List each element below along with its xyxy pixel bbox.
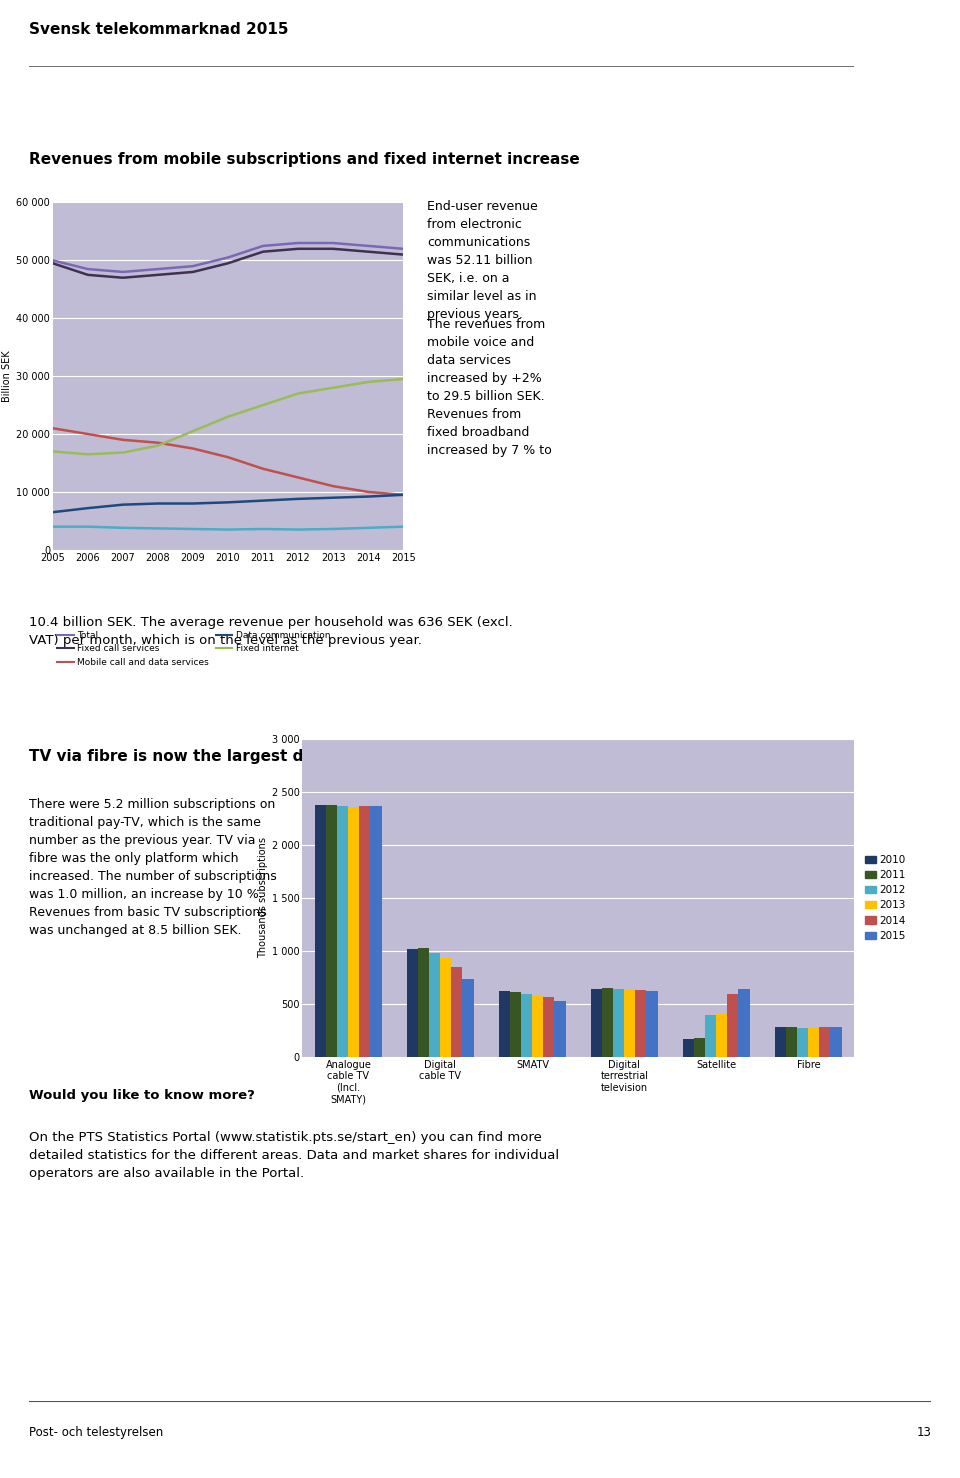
Text: On the PTS Statistics Portal (www.statistik.pts.se/start_en) you can find more
d: On the PTS Statistics Portal (www.statis… xyxy=(29,1131,559,1179)
Bar xyxy=(602,987,613,1057)
Text: End-user revenue
from electronic
communications
was 52.11 billion
SEK, i.e. on a: End-user revenue from electronic communi… xyxy=(427,200,538,321)
Bar xyxy=(326,804,337,1057)
Bar xyxy=(624,989,636,1057)
Bar xyxy=(694,1038,706,1057)
Bar xyxy=(830,1027,842,1057)
Bar xyxy=(716,1014,728,1057)
Bar xyxy=(706,1015,716,1057)
Bar xyxy=(429,953,441,1057)
Bar xyxy=(728,995,738,1057)
Text: Revenues from mobile subscriptions and fixed internet increase: Revenues from mobile subscriptions and f… xyxy=(29,152,580,167)
Bar xyxy=(521,995,533,1057)
Bar xyxy=(543,998,555,1057)
Bar xyxy=(613,989,624,1057)
Bar xyxy=(419,947,429,1057)
Legend: 2010, 2011, 2012, 2013, 2014, 2015: 2010, 2011, 2012, 2013, 2014, 2015 xyxy=(865,854,906,941)
Bar xyxy=(441,958,451,1057)
Bar xyxy=(499,992,511,1057)
Bar xyxy=(591,989,602,1057)
Text: There were 5.2 million subscriptions on
traditional pay-TV, which is the same
nu: There were 5.2 million subscriptions on … xyxy=(29,798,276,937)
Bar xyxy=(533,996,543,1057)
Bar xyxy=(820,1027,830,1057)
Bar xyxy=(684,1039,694,1057)
Bar xyxy=(555,1001,565,1057)
Bar xyxy=(738,989,750,1057)
Bar xyxy=(511,992,521,1057)
Bar xyxy=(451,967,463,1057)
Text: Svensk telekommarknad 2015: Svensk telekommarknad 2015 xyxy=(29,22,288,37)
Text: TV via fibre is now the largest digital pay-tv platform: TV via fibre is now the largest digital … xyxy=(29,749,486,764)
Bar xyxy=(407,949,419,1057)
Legend: Total, Fixed call services, Mobile call and data services, Data communication, F: Total, Fixed call services, Mobile call … xyxy=(58,631,330,667)
Text: Would you like to know more?: Would you like to know more? xyxy=(29,1089,254,1103)
Bar xyxy=(808,1029,820,1057)
Bar xyxy=(463,980,473,1057)
Bar xyxy=(786,1027,798,1057)
Y-axis label: Billion SEK: Billion SEK xyxy=(2,350,12,402)
Bar xyxy=(646,992,658,1057)
Bar xyxy=(776,1027,786,1057)
Bar xyxy=(636,990,646,1057)
Bar xyxy=(798,1029,808,1057)
Bar xyxy=(337,806,348,1057)
Text: The revenues from
mobile voice and
data services
increased by +2%
to 29.5 billio: The revenues from mobile voice and data … xyxy=(427,318,552,457)
Text: 13: 13 xyxy=(917,1426,931,1438)
Text: 10.4 billion SEK. The average revenue per household was 636 SEK (excl.
VAT) per : 10.4 billion SEK. The average revenue pe… xyxy=(29,616,513,647)
Bar xyxy=(315,804,326,1057)
Bar xyxy=(348,807,359,1057)
Y-axis label: Thousands subscriptions: Thousands subscriptions xyxy=(257,838,268,958)
Bar xyxy=(359,806,371,1057)
Text: Post- och telestyrelsen: Post- och telestyrelsen xyxy=(29,1426,163,1438)
Bar xyxy=(371,806,381,1057)
